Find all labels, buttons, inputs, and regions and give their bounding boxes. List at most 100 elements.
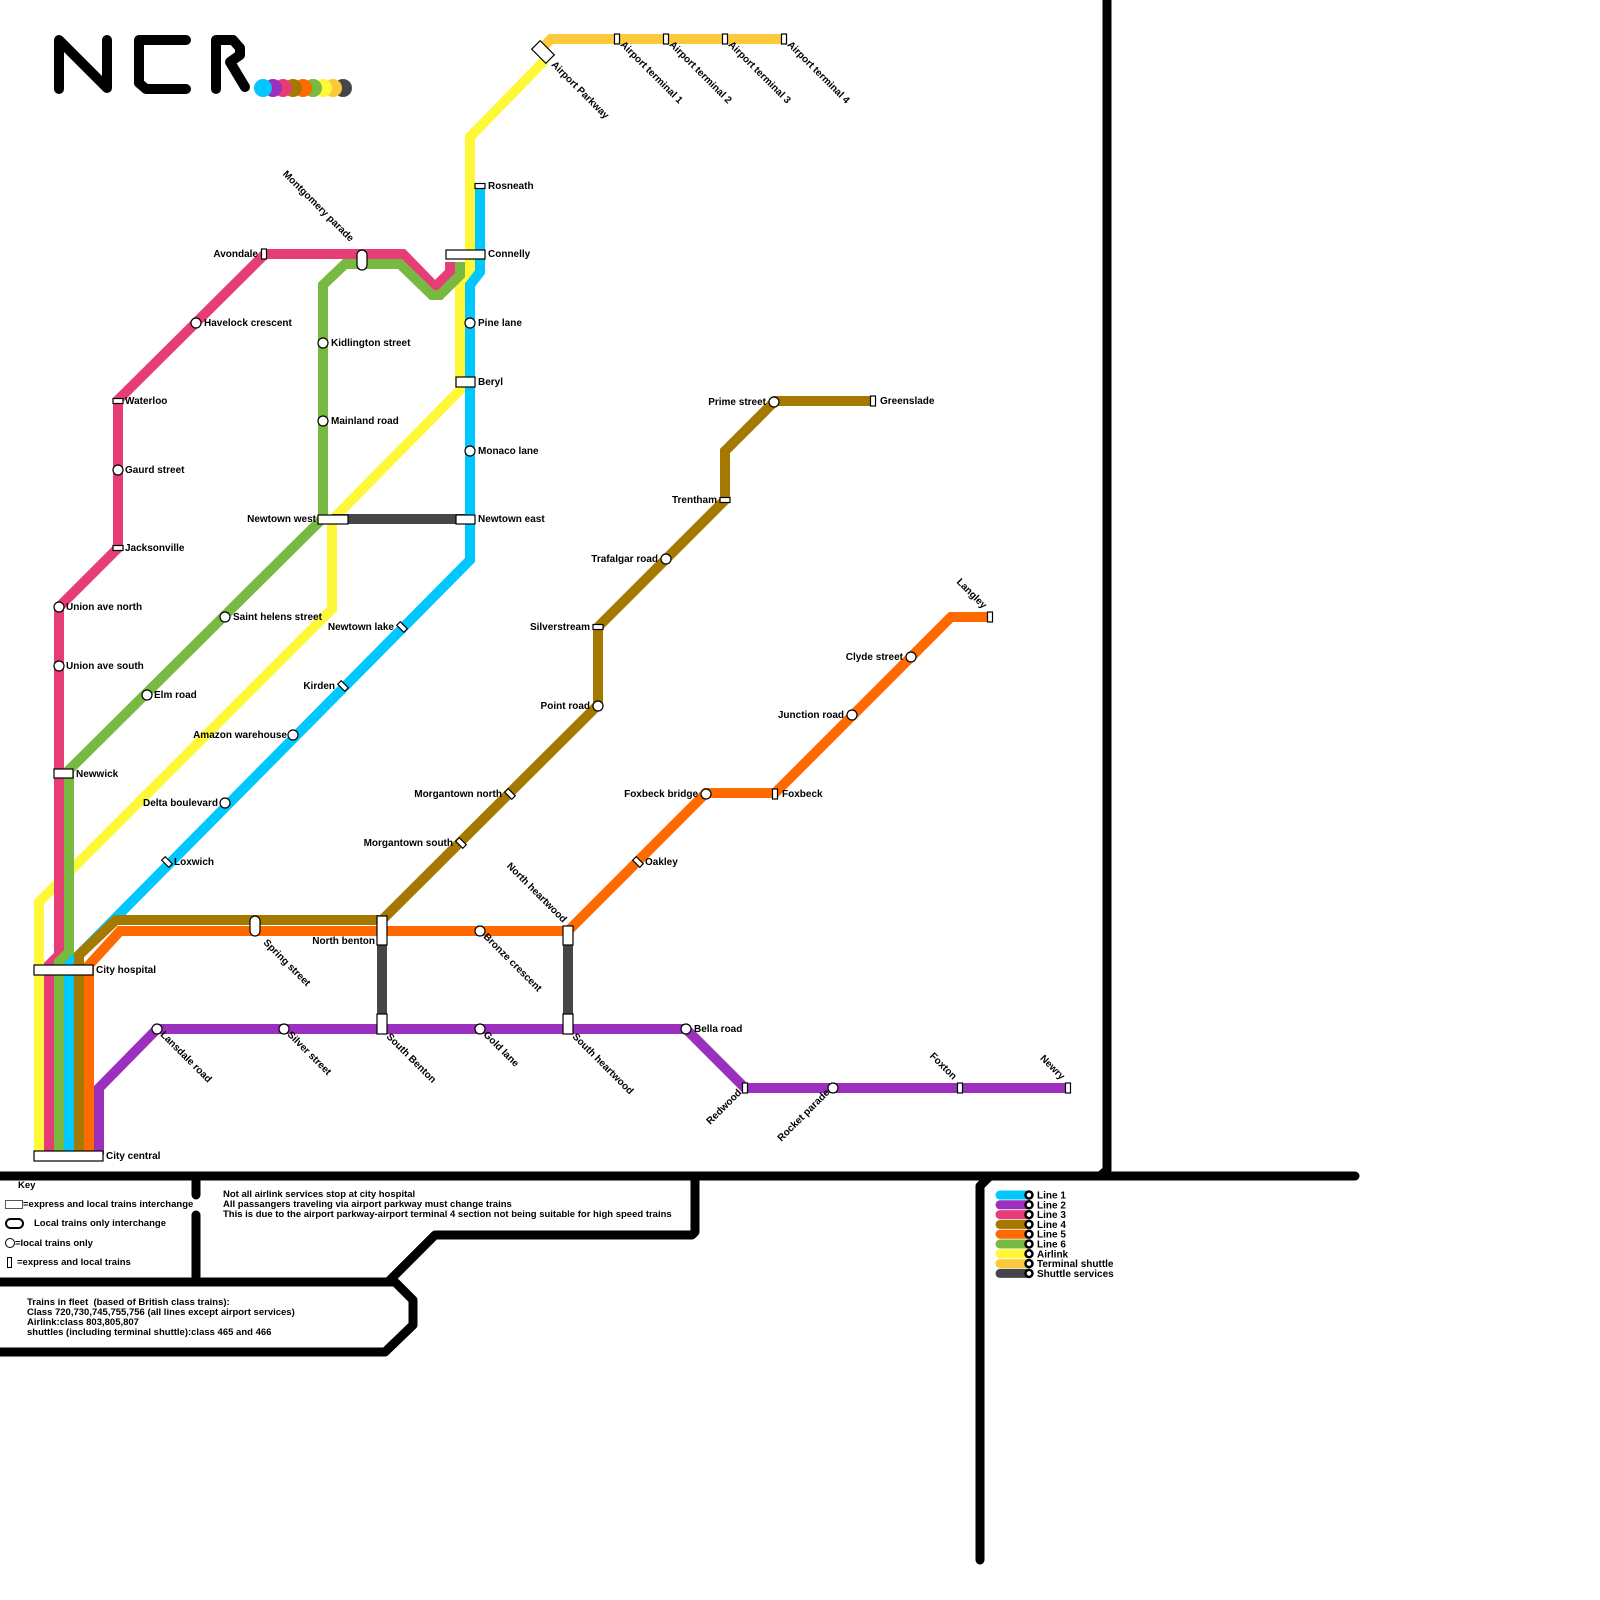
route-airlink[interactable] (34, 56, 549, 1155)
station-waterloo[interactable]: Waterloo (112, 396, 167, 407)
station-union-ave-north[interactable]: Union ave north (53, 601, 142, 613)
station-marker[interactable] (771, 788, 779, 800)
station-city-hospital[interactable]: City hospital (33, 964, 156, 976)
station-marker[interactable] (562, 1013, 574, 1035)
station-beryl[interactable]: Beryl (455, 376, 503, 388)
station-marker[interactable] (592, 700, 604, 712)
station-marker[interactable] (190, 317, 202, 329)
station-union-ave-south[interactable]: Union ave south (53, 660, 144, 672)
station-marker[interactable] (395, 620, 409, 634)
station-marker[interactable] (249, 915, 261, 937)
station-marker[interactable] (768, 396, 780, 408)
station-foxbeck-bridge[interactable]: Foxbeck bridge (624, 788, 712, 800)
station-marker[interactable] (112, 397, 124, 405)
station-marker[interactable] (160, 855, 174, 869)
station-marker[interactable] (592, 623, 604, 631)
station-marker[interactable] (741, 1082, 749, 1094)
station-havelock-crescent[interactable]: Havelock crescent (190, 317, 293, 329)
station-marker[interactable] (53, 768, 74, 779)
station-marker[interactable] (474, 182, 486, 190)
station-marker[interactable] (445, 249, 486, 260)
station-marker[interactable] (986, 611, 994, 623)
station-prime-street[interactable]: Prime street (708, 396, 780, 408)
station-trentham[interactable]: Trentham (672, 495, 731, 506)
station-marker[interactable] (455, 514, 476, 525)
station-foxbeck[interactable]: Foxbeck (771, 788, 824, 800)
station-kirden[interactable]: Kirden (303, 679, 350, 693)
route-terminal-shuttle[interactable] (541, 34, 785, 49)
station-newtown-lake[interactable]: Newtown lake (328, 620, 409, 634)
station-airport-terminal-3[interactable]: Airport terminal 3 (721, 33, 793, 106)
station-marker[interactable] (278, 1023, 290, 1035)
station-elm-road[interactable]: Elm road (141, 689, 197, 701)
route-line2[interactable] (94, 1024, 1070, 1155)
station-junction-road[interactable]: Junction road (778, 709, 858, 721)
station-marker[interactable] (317, 514, 349, 525)
station-marker[interactable] (53, 601, 65, 613)
route-line3[interactable] (44, 249, 455, 1155)
station-bella-road[interactable]: Bella road (680, 1023, 742, 1035)
station-marker[interactable] (356, 249, 368, 271)
station-marker[interactable] (474, 1023, 486, 1035)
station-jacksonville[interactable]: Jacksonville (112, 543, 185, 554)
station-city-central[interactable]: City central (33, 1150, 161, 1162)
station-marker[interactable] (869, 395, 877, 407)
station-connelly[interactable]: Connelly (445, 249, 531, 260)
station-marker[interactable] (846, 709, 858, 721)
station-rosneath[interactable]: Rosneath (474, 181, 534, 192)
station-marker[interactable] (464, 317, 476, 329)
station-marker[interactable] (530, 39, 556, 65)
station-marker[interactable] (336, 679, 350, 693)
station-morgantown-north[interactable]: Morgantown north (414, 787, 517, 801)
station-marker[interactable] (141, 689, 153, 701)
station-mainland-road[interactable]: Mainland road (317, 415, 399, 427)
station-marker[interactable] (700, 788, 712, 800)
station-airport-terminal-4[interactable]: Airport terminal 4 (780, 33, 852, 106)
station-marker[interactable] (719, 496, 731, 504)
station-marker[interactable] (956, 1082, 964, 1094)
station-marker[interactable] (464, 445, 476, 457)
station-marker[interactable] (376, 1013, 388, 1035)
station-airport-parkway[interactable]: Airport Parkway (530, 39, 611, 122)
station-trafalgar-road[interactable]: Trafalgar road (591, 553, 672, 565)
station-oakley[interactable]: Oakley (631, 855, 679, 869)
station-marker[interactable] (317, 337, 329, 349)
station-marker[interactable] (151, 1023, 163, 1035)
station-delta-boulevard[interactable]: Delta boulevard (143, 797, 231, 809)
station-marker[interactable] (631, 855, 645, 869)
station-marker[interactable] (454, 836, 468, 850)
route-line6[interactable] (54, 259, 465, 1155)
station-marker[interactable] (260, 248, 268, 260)
station-marker[interactable] (780, 33, 788, 45)
station-amazon-warehouse[interactable]: Amazon warehouse (193, 729, 299, 741)
station-silverstream[interactable]: Silverstream (530, 622, 604, 633)
station-marker[interactable] (219, 611, 231, 623)
station-pine-lane[interactable]: Pine lane (464, 317, 522, 329)
station-marker[interactable] (53, 660, 65, 672)
station-loxwich[interactable]: Loxwich (160, 855, 214, 869)
route-line4[interactable] (74, 396, 873, 1155)
station-marker[interactable] (33, 1150, 104, 1162)
station-marker[interactable] (112, 464, 124, 476)
station-marker[interactable] (112, 544, 124, 552)
station-marker[interactable] (455, 376, 476, 388)
station-newwick[interactable]: Newwick (53, 768, 119, 780)
station-point-road[interactable]: Point road (541, 700, 604, 712)
station-marker[interactable] (287, 729, 299, 741)
station-marker[interactable] (1064, 1082, 1072, 1094)
route-shuttle[interactable] (332, 514, 573, 1024)
station-marker[interactable] (562, 925, 574, 946)
station-clyde-street[interactable]: Clyde street (846, 651, 917, 663)
station-marker[interactable] (474, 925, 486, 937)
station-marker[interactable] (33, 964, 94, 976)
station-kidlington-street[interactable]: Kidlington street (317, 337, 411, 349)
station-newtown-east[interactable]: Newtown east (455, 514, 545, 525)
station-bronze-crescent[interactable]: Bronze crescent (474, 925, 544, 995)
station-monaco-lane[interactable]: Monaco lane (464, 445, 539, 457)
station-marker[interactable] (317, 415, 329, 427)
station-marker[interactable] (662, 33, 670, 45)
station-saint-helens-street[interactable]: Saint helens street (219, 611, 323, 623)
station-greenslade[interactable]: Greenslade (869, 395, 935, 407)
station-marker[interactable] (905, 651, 917, 663)
route-line5[interactable] (84, 612, 990, 1155)
